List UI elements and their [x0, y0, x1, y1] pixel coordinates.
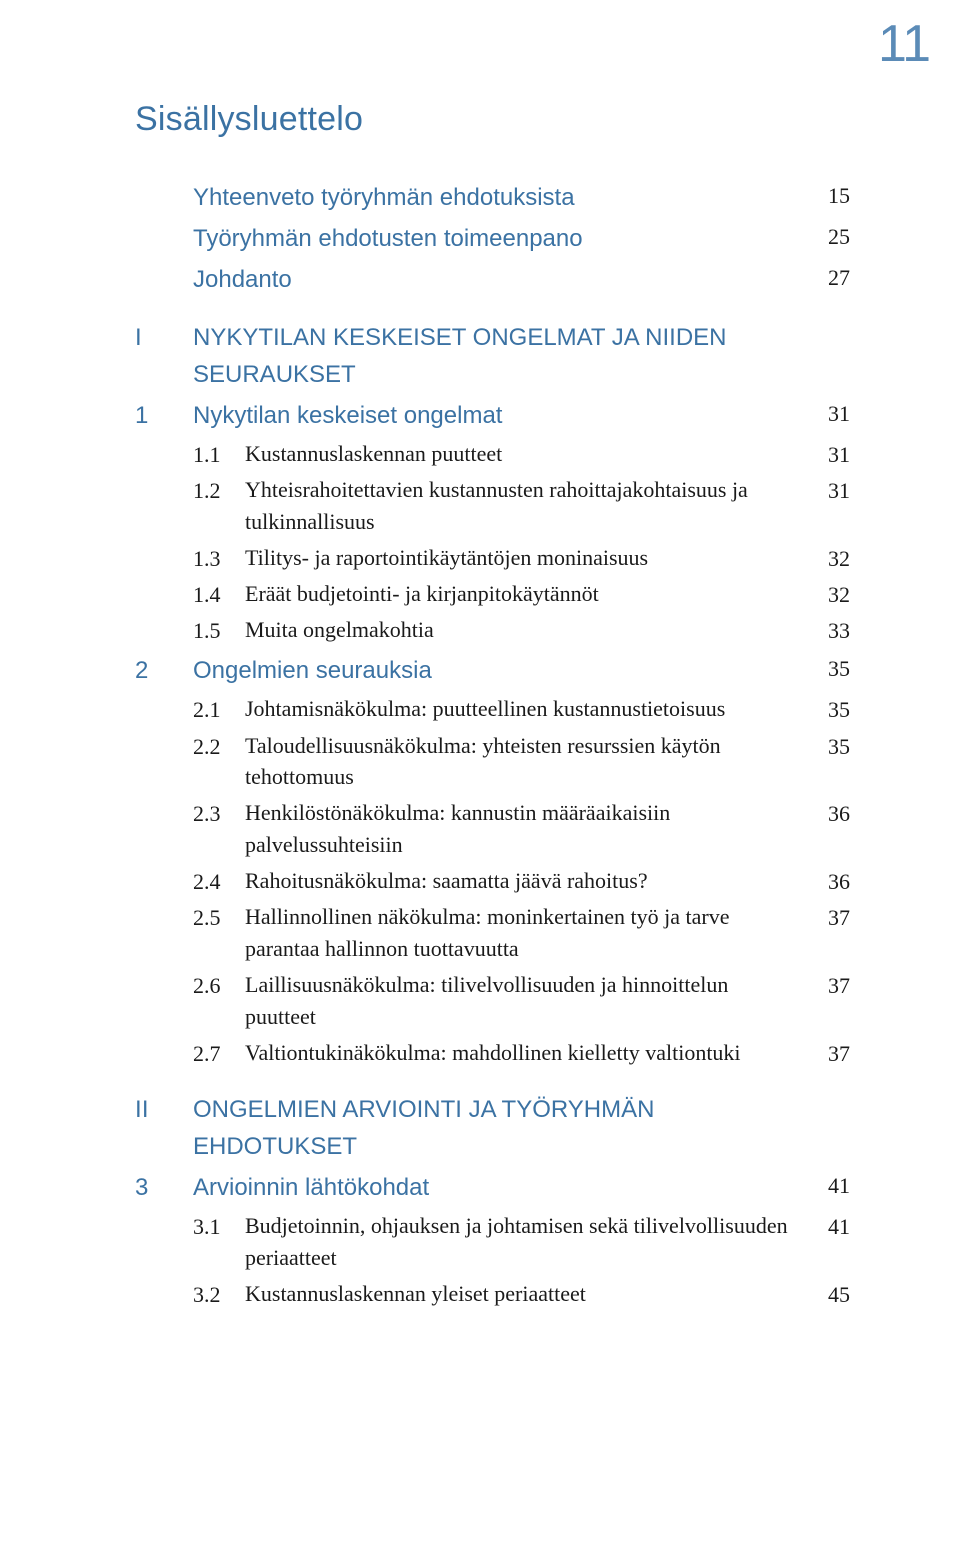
- toc-entry-num: 1.1: [193, 438, 245, 472]
- toc-entry-num: 2.4: [193, 865, 245, 899]
- toc-part-entry: II ONGELMIEN ARVIOINTI JA TYÖRYHMÄN EHDO…: [135, 1091, 850, 1165]
- toc-entry-text: Hallinnollinen näkökulma: moninkertainen…: [245, 901, 806, 967]
- toc-entry-page: 41: [806, 1210, 850, 1244]
- toc-entry-text: Rahoitusnäkökulma: saamatta jäävä rahoit…: [245, 865, 806, 897]
- page-corner-number: 11: [878, 14, 930, 74]
- toc-entry-page: 35: [806, 693, 850, 727]
- toc-entry-text: Eräät budjetointi- ja kirjanpitokäytännö…: [245, 578, 806, 610]
- toc-entry-text: Budjetoinnin, ohjauksen ja johtamisen se…: [245, 1210, 806, 1276]
- toc-entry-text: Henkilöstönäkökulma: kannustin määräaika…: [245, 797, 806, 863]
- toc-entry-page: 36: [806, 797, 850, 831]
- toc-entry-text: Työryhmän ehdotusten toimeenpano: [193, 220, 806, 257]
- toc-entry-num: II: [135, 1091, 193, 1128]
- toc-sub-entry: 1.1 Kustannuslaskennan puutteet 31: [135, 438, 850, 472]
- toc-entry-page: 35: [806, 652, 850, 686]
- toc-entry-page: 31: [806, 438, 850, 472]
- toc-entry-page: 37: [806, 901, 850, 935]
- toc-entry-text: Johdanto: [193, 261, 806, 298]
- toc-entry-num: 1.2: [193, 474, 245, 508]
- toc-entry-num: 3: [135, 1169, 193, 1206]
- toc-entry-text: Ongelmien seurauksia: [193, 652, 806, 689]
- toc-entry-num: 1.5: [193, 614, 245, 648]
- toc-sub-entry: 3.2 Kustannuslaskennan yleiset periaatte…: [135, 1278, 850, 1312]
- toc-sub-entry: 2.5 Hallinnollinen näkökulma: moninkerta…: [135, 901, 850, 967]
- toc-entry-text: Laillisuusnäkökulma: tilivelvollisuuden …: [245, 969, 806, 1035]
- toc-sub-entry: 1.5 Muita ongelmakohtia 33: [135, 614, 850, 648]
- toc-sub-entry: 3.1 Budjetoinnin, ohjauksen ja johtamise…: [135, 1210, 850, 1276]
- toc-part-entry: I NYKYTILAN KESKEISET ONGELMAT JA NIIDEN…: [135, 319, 850, 393]
- toc-entry-num: 1: [135, 397, 193, 434]
- toc-title: Sisällysluettelo: [135, 100, 850, 139]
- toc-chapter-entry: 1 Nykytilan keskeiset ongelmat 31: [135, 397, 850, 434]
- toc-top-entry: Työryhmän ehdotusten toimeenpano 25: [135, 220, 850, 257]
- toc-entry-page: 27: [806, 261, 850, 295]
- toc-entry-page: 41: [806, 1169, 850, 1203]
- toc-entry-num: I: [135, 319, 193, 356]
- toc-entry-page: 37: [806, 969, 850, 1003]
- toc-entry-text: Tilitys- ja raportointikäytäntöjen monin…: [245, 542, 806, 574]
- toc-entry-num: 1.4: [193, 578, 245, 612]
- toc-entry-page: 35: [806, 730, 850, 764]
- toc-entry-text: ONGELMIEN ARVIOINTI JA TYÖRYHMÄN EHDOTUK…: [193, 1091, 806, 1165]
- toc-entry-text: Valtiontukinäkökulma: mahdollinen kielle…: [245, 1037, 806, 1069]
- toc-entry-text: Yhteenveto työryhmän ehdotuksista: [193, 179, 806, 216]
- toc-entry-text: Kustannuslaskennan puutteet: [245, 438, 806, 470]
- toc-top-entry: Yhteenveto työryhmän ehdotuksista 15: [135, 179, 850, 216]
- toc-sub-entry: 2.7 Valtiontukinäkökulma: mahdollinen ki…: [135, 1037, 850, 1071]
- toc-entry-text: Muita ongelmakohtia: [245, 614, 806, 646]
- document-page: 11 Sisällysluettelo Yhteenveto työryhmän…: [0, 0, 960, 1559]
- toc-entry-page: 25: [806, 220, 850, 254]
- toc-chapter-entry: 2 Ongelmien seurauksia 35: [135, 652, 850, 689]
- toc-sub-entry: 2.2 Taloudellisuusnäkökulma: yhteisten r…: [135, 730, 850, 796]
- toc-sub-entry: 1.2 Yhteisrahoitettavien kustannusten ra…: [135, 474, 850, 540]
- toc-entry-page: 15: [806, 179, 850, 213]
- toc-entry-page: 31: [806, 397, 850, 431]
- table-of-contents: Yhteenveto työryhmän ehdotuksista 15 Työ…: [135, 179, 850, 1312]
- toc-entry-text: Yhteisrahoitettavien kustannusten rahoit…: [245, 474, 806, 540]
- toc-entry-page: 32: [806, 542, 850, 576]
- toc-sub-entry: 1.3 Tilitys- ja raportointikäytäntöjen m…: [135, 542, 850, 576]
- toc-entry-num: 2.5: [193, 901, 245, 935]
- toc-sub-entry: 1.4 Eräät budjetointi- ja kirjanpitokäyt…: [135, 578, 850, 612]
- toc-entry-num: 2.6: [193, 969, 245, 1003]
- toc-entry-text: Arvioinnin lähtökohdat: [193, 1169, 806, 1206]
- toc-entry-text: Kustannuslaskennan yleiset periaatteet: [245, 1278, 806, 1310]
- toc-entry-num: 1.3: [193, 542, 245, 576]
- toc-entry-page: 31: [806, 474, 850, 508]
- toc-entry-num: 2.1: [193, 693, 245, 727]
- toc-entry-num: 3.2: [193, 1278, 245, 1312]
- toc-entry-text: Taloudellisuusnäkökulma: yhteisten resur…: [245, 730, 806, 796]
- toc-entry-num: 2.2: [193, 730, 245, 764]
- toc-sub-entry: 2.3 Henkilöstönäkökulma: kannustin määrä…: [135, 797, 850, 863]
- toc-entry-num: 2.7: [193, 1037, 245, 1071]
- toc-chapter-entry: 3 Arvioinnin lähtökohdat 41: [135, 1169, 850, 1206]
- toc-entry-page: 36: [806, 865, 850, 899]
- toc-sub-entry: 2.4 Rahoitusnäkökulma: saamatta jäävä ra…: [135, 865, 850, 899]
- toc-entry-page: 32: [806, 578, 850, 612]
- toc-entry-num: 2: [135, 652, 193, 689]
- toc-entry-page: 33: [806, 614, 850, 648]
- toc-entry-text: Nykytilan keskeiset ongelmat: [193, 397, 806, 434]
- toc-entry-text: NYKYTILAN KESKEISET ONGELMAT JA NIIDEN S…: [193, 319, 806, 393]
- toc-sub-entry: 2.6 Laillisuusnäkökulma: tilivelvollisuu…: [135, 969, 850, 1035]
- toc-entry-num: 3.1: [193, 1210, 245, 1244]
- toc-sub-entry: 2.1 Johtamisnäkökulma: puutteellinen kus…: [135, 693, 850, 727]
- toc-entry-page: 37: [806, 1037, 850, 1071]
- toc-entry-page: 45: [806, 1278, 850, 1312]
- toc-top-entry: Johdanto 27: [135, 261, 850, 298]
- toc-entry-num: 2.3: [193, 797, 245, 831]
- toc-entry-text: Johtamisnäkökulma: puutteellinen kustann…: [245, 693, 806, 725]
